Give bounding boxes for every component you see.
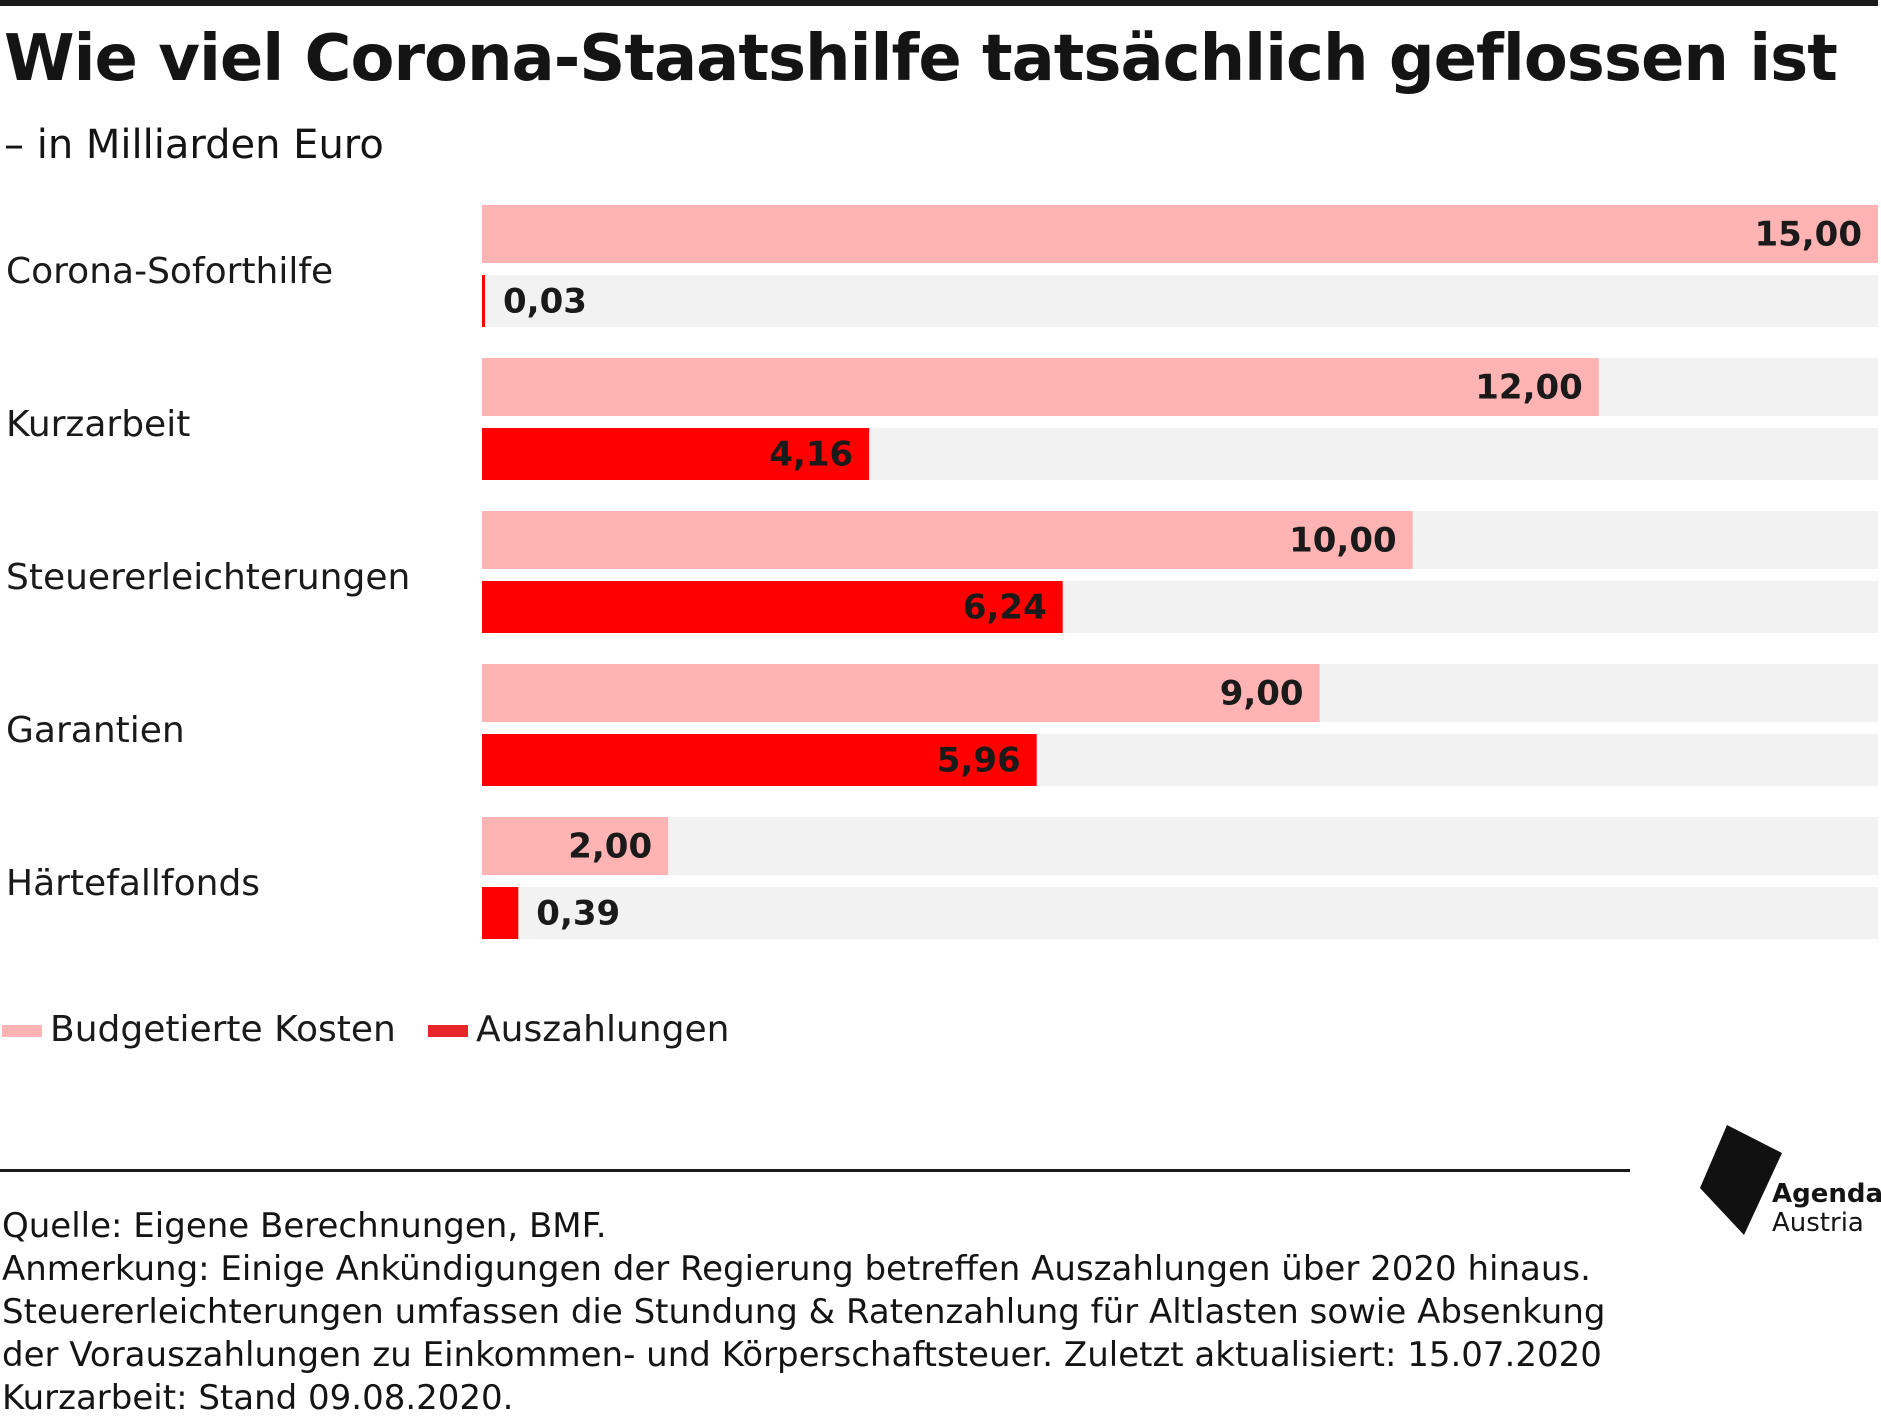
payout-value-label: 0,39 [536,894,620,934]
budget-track [482,817,1878,875]
budget-bar [482,664,1320,722]
budget-bar [482,205,1878,263]
budget-value-label: 2,00 [568,827,652,867]
remark-note: Anmerkung: Einige Ankündigungen der Regi… [2,1249,1591,1289]
budget-bar [482,358,1599,416]
legend-swatch-budget [2,1025,42,1037]
bottom-rule [0,1169,1630,1172]
budget-bar [482,511,1413,569]
top-rule [0,0,1878,6]
budget-value-label: 12,00 [1475,368,1583,408]
legend-label-budget: Budgetierte Kosten [50,1009,396,1050]
budget-value-label: 15,00 [1754,215,1862,255]
category-label: Steuererleichterungen [6,557,410,598]
budget-value-label: 10,00 [1289,521,1397,561]
category-label: Kurzarbeit [6,404,190,445]
payout-value-label: 6,24 [963,588,1047,628]
remark-note-line: der Vorauszahlungen zu Einkommen- und Kö… [2,1335,1602,1375]
logo-text-line1: Agenda [1772,1179,1881,1209]
payout-bar [482,428,870,480]
chart-subtitle: – in Milliarden Euro [4,122,384,168]
budget-value-label: 9,00 [1220,674,1304,714]
category-label: Härtefallfonds [6,863,260,904]
category-label: Garantien [6,710,185,751]
remark-note-line: Kurzarbeit: Stand 09.08.2020. [2,1378,514,1418]
legend-swatch-payout [428,1025,468,1037]
category-label: Corona-Soforthilfe [6,251,333,292]
payout-bar [482,887,519,939]
payout-value-label: 0,03 [503,282,587,322]
payout-track [482,275,1878,327]
source-note: Quelle: Eigene Berechnungen, BMF. [2,1206,607,1246]
logo-text-line2: Austria [1772,1208,1864,1238]
payout-value-label: 5,96 [937,741,1021,781]
footnotes: Quelle: Eigene Berechnungen, BMF. Anmerk… [2,1205,1702,1420]
agenda-austria-logo [1700,1125,1782,1235]
payout-bar [482,734,1037,786]
bar-chart: Corona-Soforthilfe 15,00 0,03 Kurzarbeit 12,… [6,205,1878,939]
payout-bar [482,275,485,327]
payout-bar [482,581,1063,633]
payout-track [482,887,1878,939]
chart-title: Wie viel Corona-Staatshilfe tatsächlich … [4,22,1838,96]
budget-bar [482,817,669,875]
logo-mark-shape [1700,1125,1782,1235]
legend-label-payout: Auszahlungen [476,1009,730,1050]
remark-note-line: Steuererleichterungen umfassen die Stund… [2,1292,1606,1332]
payout-value-label: 4,16 [769,435,853,475]
logo-text: Agenda Austria [1772,1180,1881,1238]
